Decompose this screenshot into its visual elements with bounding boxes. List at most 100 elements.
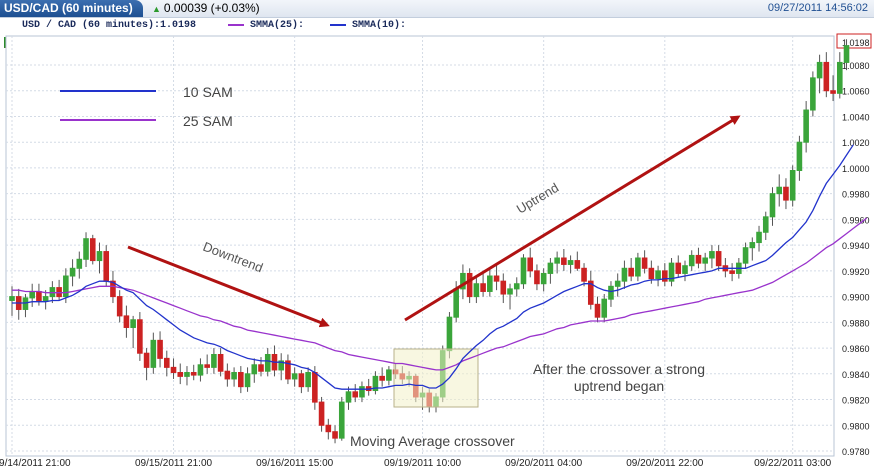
candle (796, 135, 803, 181)
y-tick-label: 0.9820 (842, 396, 870, 406)
x-tick-label: 09/20/2011 22:00 (626, 458, 704, 469)
candle (137, 312, 143, 361)
candle (843, 39, 850, 71)
candle (325, 418, 332, 440)
candle (756, 225, 762, 252)
y-tick-label: 1.0040 (842, 112, 870, 122)
candle-body (655, 270, 661, 280)
candle (783, 178, 789, 210)
candle (89, 234, 96, 265)
candle-body (258, 364, 264, 372)
candle (836, 52, 843, 99)
candle-body (190, 372, 197, 376)
candle-body (493, 275, 500, 282)
candle-body (547, 262, 554, 274)
candle (614, 273, 621, 297)
candle (668, 258, 675, 287)
candle-body (264, 354, 271, 372)
y-tick-label: 0.9860 (842, 344, 870, 354)
candle-body (29, 290, 35, 299)
candle-body (278, 360, 284, 371)
candle (608, 281, 614, 307)
candle-body (816, 61, 823, 79)
candle (709, 245, 715, 269)
x-axis: 09/14/2011 21:00 09/15/2011 21:00 09/16/20… (0, 458, 832, 469)
candle (116, 290, 123, 323)
candle (9, 286, 15, 316)
smma10-line (12, 144, 854, 390)
candle-body (96, 251, 103, 262)
candle-body (803, 109, 809, 143)
smma25-swatch (228, 24, 244, 26)
candle (500, 273, 507, 304)
candle-body (688, 254, 695, 267)
candle-body (480, 283, 486, 292)
candle (264, 348, 271, 377)
candle (574, 251, 581, 271)
y-axis: 1.0198 1.0080 1.0060 1.0040 1.0020 1.0000 0.99… (836, 33, 872, 457)
candle (298, 369, 305, 394)
candle-body (83, 238, 89, 260)
y-tick-label: 0.9940 (842, 241, 870, 251)
candle-body (372, 375, 379, 392)
candle (702, 252, 708, 271)
candle (291, 367, 298, 387)
candle (466, 268, 473, 304)
candle-body (170, 366, 177, 374)
y-tick-label: 1.0000 (842, 164, 870, 174)
y-tick-label: 0.9920 (842, 267, 870, 277)
candle-body (574, 260, 581, 269)
candle-body (224, 370, 231, 380)
candle-body (709, 251, 715, 259)
candle (170, 358, 177, 379)
candle-body (830, 90, 836, 94)
candle (22, 294, 29, 318)
candle-body (561, 257, 567, 265)
timestamp: 09/27/2011 14:56:02 (767, 2, 868, 14)
candle-body (466, 272, 473, 298)
candle (810, 71, 816, 117)
candle (359, 381, 365, 403)
candle (688, 250, 695, 271)
candle-body (379, 375, 385, 381)
candle (83, 232, 89, 268)
candle (352, 384, 359, 403)
candle (217, 348, 224, 377)
last-price-box (836, 33, 872, 49)
candle-body (63, 275, 69, 298)
candle-body (123, 315, 130, 328)
crossover-highlight-box (393, 348, 479, 408)
candle (520, 254, 527, 289)
candle-body (540, 272, 547, 285)
candle (345, 386, 352, 410)
candle (547, 258, 554, 284)
candle-body (695, 254, 702, 264)
uptrend-arrow (404, 115, 741, 322)
y-tick-label: 1.0020 (842, 138, 870, 148)
candle-body (648, 267, 655, 280)
x-tick-label: 09/19/2011 10:00 (384, 458, 462, 469)
candle (635, 252, 641, 282)
candle-body (22, 297, 29, 310)
candle-body (587, 280, 594, 305)
candle (460, 264, 466, 300)
symbol-tab[interactable]: USD/CAD (60 minutes) (0, 0, 143, 17)
candle (76, 251, 83, 279)
candle-body (332, 431, 338, 439)
candle-body (197, 364, 204, 376)
candle (769, 187, 776, 226)
candle-body (513, 283, 520, 290)
candle-body (776, 186, 783, 195)
candle-body (386, 369, 392, 381)
candle (143, 348, 150, 381)
candle (211, 348, 217, 374)
x-tick-label: 09/15/2011 21:00 (135, 458, 213, 469)
candle-body (69, 267, 76, 277)
candle-body (244, 373, 251, 388)
candle-body (567, 260, 574, 265)
candle-body (581, 267, 587, 282)
candle-body (843, 45, 850, 63)
candle (507, 283, 513, 310)
candle (554, 251, 560, 274)
